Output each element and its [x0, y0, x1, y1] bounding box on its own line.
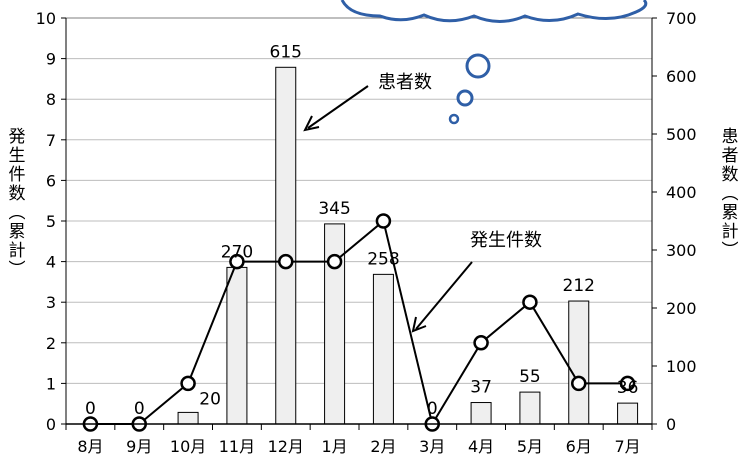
axis-label-char: ︶: [8, 260, 26, 280]
right-tick-label: 500: [666, 125, 697, 144]
axis-label-char: 累: [721, 203, 739, 223]
x-tick-label: 12月: [268, 437, 304, 456]
bar-data-label: 55: [519, 367, 541, 387]
bar: [568, 300, 590, 425]
x-tick-label: 4月: [468, 437, 494, 456]
thought-cloud: [340, 0, 648, 23]
left-tick-label: 5: [46, 212, 56, 231]
incidents-line: [90, 219, 628, 427]
axis-label-char: 件: [8, 165, 26, 185]
bar: [470, 402, 492, 425]
bar-data-label: 258: [367, 249, 399, 269]
right-axis-label: 患者数 ︵ 累計 ︶: [719, 128, 741, 261]
thought-bubble-large: [465, 53, 491, 79]
bar: [177, 411, 199, 425]
x-tick-label: 7月: [614, 437, 640, 456]
left-axis-label: 発生件数 ︵ 累計 ︶: [6, 128, 28, 280]
thought-bubble-small: [448, 113, 460, 125]
patients-arrow: [307, 85, 369, 129]
line-point: [473, 335, 489, 351]
axis-label-char: 者: [721, 146, 739, 166]
bar: [372, 273, 394, 425]
bar-data-label: 20: [199, 389, 221, 409]
axis-label-char: 計: [8, 241, 26, 261]
axis-label-char: ︵: [8, 203, 26, 223]
bar: [226, 266, 248, 425]
line-point: [278, 253, 294, 270]
bar-data-label: 345: [318, 199, 350, 219]
axis-label-char: 生: [8, 146, 26, 166]
left-tick-label: 3: [46, 293, 56, 312]
x-tick-label: 3月: [419, 437, 445, 456]
right-tick-label: 700: [666, 9, 697, 28]
x-tick-label: 1月: [321, 437, 347, 456]
incidents-arrow-head: [411, 316, 427, 333]
x-tick-label: 9月: [126, 437, 152, 456]
left-tick-label: 6: [46, 171, 56, 190]
left-tick-label: 9: [46, 50, 56, 69]
line-point: [229, 253, 245, 270]
bar-data-label: 270: [221, 242, 253, 262]
x-tick-label: 6月: [566, 437, 592, 456]
bar: [275, 66, 297, 425]
right-tick-label: 0: [666, 415, 676, 434]
left-tick-label: 7: [46, 131, 56, 150]
bar-data-label: 212: [563, 276, 595, 296]
x-tick-label: 11月: [219, 437, 255, 456]
right-tick-label: 600: [666, 67, 697, 86]
left-tick-label: 4: [46, 253, 56, 272]
bar: [519, 391, 541, 425]
axis-label-char: 計: [721, 222, 739, 242]
left-tick-label: 2: [46, 334, 56, 353]
left-tick-label: 0: [46, 415, 56, 434]
bar-data-label: 0: [85, 399, 96, 419]
line-point: [571, 375, 587, 392]
data-labels: 0 0 20 270 615 345 258 0 37 55 212 36: [85, 42, 638, 419]
left-tick-label: 10: [36, 9, 56, 28]
right-tick-label: 200: [666, 299, 697, 318]
axis-label-char: 数: [721, 165, 739, 185]
line-point: [326, 253, 343, 270]
right-tick-label: 300: [666, 241, 697, 260]
annotation-incidents: 発生件数: [470, 230, 542, 251]
x-tick-label: 2月: [370, 437, 396, 456]
annotation-layer: 患者数 発生件数: [303, 0, 648, 333]
thought-bubble-medium: [456, 89, 474, 107]
bar: [617, 402, 639, 425]
x-tick-label: 8月: [77, 437, 103, 456]
left-tick-label: 8: [46, 90, 56, 109]
left-tick-label: 1: [46, 374, 56, 393]
bar-data-label: 0: [134, 399, 145, 419]
line-point: [375, 213, 392, 229]
bar-data-label: 36: [617, 378, 639, 398]
bar-series: [177, 66, 639, 425]
line-point: [619, 375, 636, 392]
x-tick-label: 10月: [170, 437, 206, 456]
axis-label-char: 数: [8, 184, 26, 204]
bar-data-label: 615: [270, 42, 302, 62]
axis-label-char: 発: [8, 127, 26, 147]
right-tick-label: 400: [666, 183, 697, 202]
bar-data-label: 0: [427, 399, 438, 419]
patients-arrow-head: [303, 115, 320, 132]
right-tick-label: 100: [666, 357, 697, 376]
axis-label-char: 累: [8, 222, 26, 242]
line-point: [180, 375, 196, 392]
axis-label-char: ︶: [721, 241, 739, 261]
bar-data-label: 37: [470, 378, 492, 398]
annotation-patients: 患者数: [378, 72, 432, 93]
line-series: [82, 213, 636, 432]
axis-label-char: ︵: [721, 184, 739, 204]
gridlines: [66, 17, 652, 384]
incidents-arrow: [415, 261, 473, 330]
axis-label-char: 患: [721, 127, 739, 147]
line-point: [522, 294, 538, 310]
x-tick-label: 5月: [517, 437, 543, 456]
axes: [61, 17, 657, 430]
